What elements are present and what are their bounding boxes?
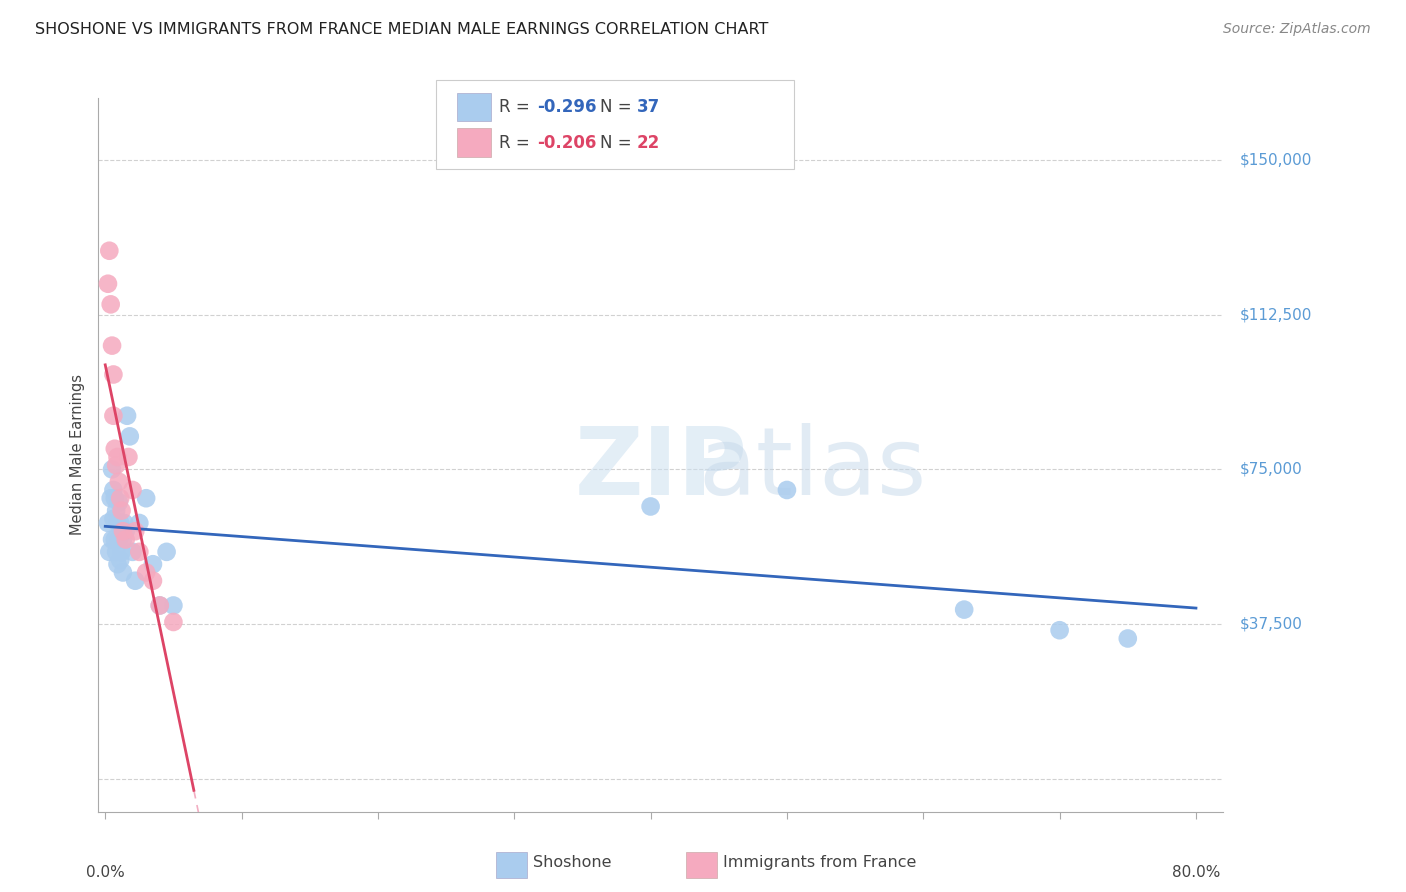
Text: -0.296: -0.296 [537, 98, 596, 116]
Point [110, 516, 132, 530]
Point [108, 475, 131, 489]
Point [1049, 624, 1071, 638]
Point [97, 277, 120, 291]
Point [121, 545, 143, 559]
Point [117, 450, 139, 464]
Point [100, 297, 122, 311]
Point [101, 462, 124, 476]
Point [114, 524, 136, 539]
Point [115, 409, 138, 423]
Point [162, 599, 184, 613]
Point [124, 524, 146, 539]
Point [111, 524, 134, 539]
Point [776, 483, 799, 497]
Point [101, 533, 124, 547]
Point [107, 516, 129, 530]
Point [104, 533, 127, 547]
Point [162, 615, 184, 629]
Point [135, 491, 157, 506]
Point [110, 491, 132, 506]
Point [124, 574, 146, 588]
Point [640, 500, 662, 514]
Point [104, 442, 127, 456]
Point [103, 483, 125, 497]
Point [100, 491, 122, 506]
Point [104, 491, 127, 506]
Point [114, 533, 136, 547]
Text: ZIP: ZIP [575, 423, 747, 516]
Point [112, 516, 135, 530]
Text: Source: ZipAtlas.com: Source: ZipAtlas.com [1223, 22, 1371, 37]
Text: 80.0%: 80.0% [1171, 865, 1220, 880]
Point [108, 533, 131, 547]
Point [107, 558, 129, 572]
Point [953, 602, 976, 616]
Point [121, 483, 143, 497]
Point [110, 503, 132, 517]
Point [155, 545, 177, 559]
Point [1116, 632, 1139, 646]
Point [98, 244, 121, 258]
Point [118, 429, 141, 443]
Text: N =: N = [600, 134, 637, 152]
Point [142, 574, 165, 588]
Point [97, 516, 120, 530]
Point [111, 566, 134, 580]
Point [110, 553, 132, 567]
Point [149, 599, 172, 613]
Text: atlas: atlas [699, 423, 927, 516]
Text: 37: 37 [637, 98, 661, 116]
Text: 22: 22 [637, 134, 661, 152]
Point [105, 503, 128, 517]
Point [105, 545, 128, 559]
Text: SHOSHONE VS IMMIGRANTS FROM FRANCE MEDIAN MALE EARNINGS CORRELATION CHART: SHOSHONE VS IMMIGRANTS FROM FRANCE MEDIA… [35, 22, 769, 37]
Text: N =: N = [600, 98, 637, 116]
Point [111, 533, 134, 547]
Point [135, 566, 157, 580]
Point [142, 558, 165, 572]
Text: 0.0%: 0.0% [86, 865, 125, 880]
Point [101, 338, 124, 352]
Text: Shoshone: Shoshone [533, 855, 612, 870]
Point [128, 516, 150, 530]
Point [110, 545, 132, 559]
Text: R =: R = [499, 134, 536, 152]
Point [103, 368, 125, 382]
Text: R =: R = [499, 98, 536, 116]
Point [103, 409, 125, 423]
Point [149, 599, 172, 613]
Text: Immigrants from France: Immigrants from France [723, 855, 917, 870]
Y-axis label: Median Male Earnings: Median Male Earnings [70, 375, 86, 535]
Point [107, 450, 129, 464]
Text: $150,000: $150,000 [1240, 153, 1312, 168]
Point [103, 512, 125, 526]
Text: $37,500: $37,500 [1240, 616, 1302, 632]
Point [98, 545, 121, 559]
Text: $112,500: $112,500 [1240, 307, 1312, 322]
Point [128, 545, 150, 559]
Text: -0.206: -0.206 [537, 134, 596, 152]
Point [108, 495, 131, 509]
Point [105, 458, 128, 473]
Text: $75,000: $75,000 [1240, 462, 1302, 477]
